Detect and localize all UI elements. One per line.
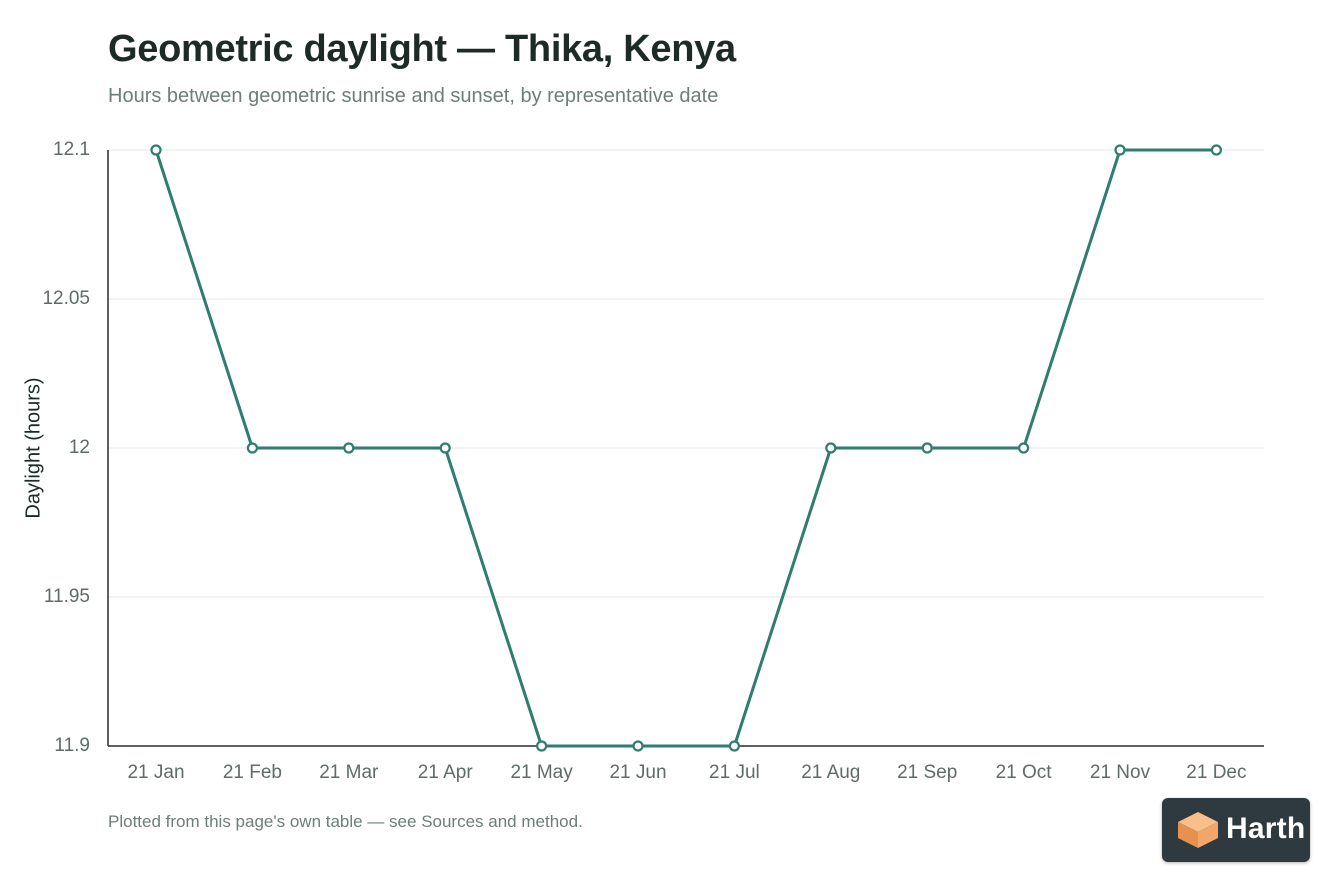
- data-point: [1114, 144, 1126, 156]
- x-tick-labels: 21 Jan 21 Feb 21 Mar 21 Apr 21 May 21 Jun 21 J…: [127, 762, 1246, 783]
- y-tick-labels: 11.9 11.95 12 12.05 12.1: [42, 139, 90, 756]
- footnote: Plotted from this page's own table — see…: [108, 812, 583, 831]
- data-point: [439, 442, 451, 454]
- chart-subtitle: Hours between geometric sunrise and suns…: [108, 85, 719, 107]
- y-tick-label: 12.05: [42, 288, 90, 309]
- data-point: [728, 740, 741, 752]
- x-tick-label: 21 Jan: [127, 762, 184, 783]
- x-tick-label: 21 Oct: [996, 762, 1053, 783]
- gridlines: [108, 149, 1264, 598]
- x-tick-label: 21 Mar: [319, 762, 379, 783]
- x-tick-label: 21 Dec: [1186, 762, 1246, 783]
- x-tick-label: 21 Jul: [709, 762, 760, 783]
- x-tick-label: 21 May: [510, 762, 573, 783]
- x-tick-label: 21 Aug: [801, 762, 860, 783]
- y-tick-label: 11.9: [54, 735, 90, 756]
- harth-badge[interactable]: Harth: [1162, 798, 1310, 862]
- chart-title: Geometric daylight — Thika, Kenya: [108, 28, 736, 70]
- data-point: [535, 740, 548, 752]
- cube-logo-icon: [1178, 812, 1218, 848]
- data-point: [632, 740, 644, 752]
- series-line: [154, 148, 1217, 748]
- x-tick-label: 21 Sep: [897, 762, 957, 783]
- data-point: [246, 442, 258, 454]
- x-tick-label: 21 Feb: [223, 762, 282, 783]
- y-axis-label: Daylight (hours): [22, 377, 44, 518]
- data-point: [1210, 144, 1223, 156]
- y-tick-label: 12.1: [53, 139, 90, 160]
- x-tick-label: 21 Jun: [609, 762, 666, 783]
- badge-label: Harth: [1226, 812, 1306, 845]
- data-point: [343, 442, 355, 454]
- x-tick-label: 21 Apr: [418, 762, 474, 783]
- data-points: [150, 144, 1223, 752]
- y-tick-label: 12: [69, 437, 90, 458]
- data-point: [150, 144, 162, 156]
- x-tick-label: 21 Nov: [1090, 762, 1151, 783]
- y-tick-label: 11.95: [44, 586, 90, 607]
- data-point: [825, 442, 837, 454]
- data-point: [921, 442, 933, 454]
- data-point: [1017, 442, 1030, 454]
